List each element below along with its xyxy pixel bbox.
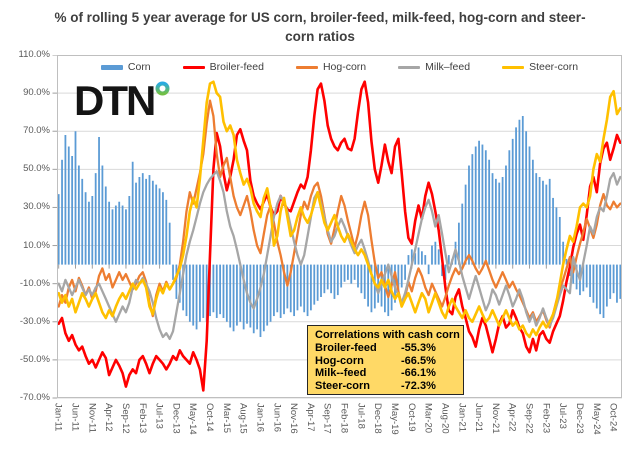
y-tick-label: 50.0% bbox=[23, 163, 50, 175]
x-tick-label: Dec-23 bbox=[573, 403, 585, 434]
legend-label: Broiler-feed bbox=[209, 61, 264, 73]
plot-area bbox=[52, 55, 622, 399]
x-tick-label: Mar-20 bbox=[422, 403, 434, 434]
x-tick-label: Jul-18 bbox=[355, 403, 367, 429]
correlation-row: Milk--feed -66.1% bbox=[315, 367, 456, 380]
chart-title: % of rolling 5 year average for US corn,… bbox=[54, 10, 586, 44]
x-tick-label: Nov-16 bbox=[288, 403, 300, 434]
x-tick-label: Sep-22 bbox=[523, 403, 535, 434]
legend-label: Milk–feed bbox=[425, 61, 471, 73]
dtn-ring-icon bbox=[155, 81, 170, 96]
milk-feed-line bbox=[57, 170, 622, 341]
line-swatch-icon bbox=[398, 65, 421, 69]
legend-item-steer-corn: Steer-corn bbox=[502, 61, 578, 73]
x-tick-label: Aug-15 bbox=[237, 403, 249, 434]
x-tick-label: May-14 bbox=[187, 403, 199, 435]
x-tick-label: Dec-18 bbox=[372, 403, 384, 434]
plot-border bbox=[57, 55, 622, 398]
dtn-logo: DTN bbox=[74, 80, 170, 122]
correlation-label: Milk--feed bbox=[315, 367, 367, 380]
x-tick-label: Jan-11 bbox=[52, 403, 64, 432]
legend-label: Steer-corn bbox=[529, 61, 579, 73]
y-tick-label: 10.0% bbox=[23, 239, 50, 251]
x-tick-label: Aug-20 bbox=[439, 403, 451, 434]
correlation-value: -55.3% bbox=[401, 341, 436, 354]
x-tick-label: Nov-21 bbox=[489, 403, 501, 434]
bar-swatch-icon bbox=[100, 64, 123, 70]
correlation-row: Broiler-feed -55.3% bbox=[315, 342, 456, 355]
x-tick-label: Jun-11 bbox=[69, 403, 81, 432]
legend-item-milk-feed: Milk–feed bbox=[398, 61, 470, 73]
line-swatch-icon bbox=[182, 65, 205, 69]
y-tick-label: 110.0% bbox=[18, 49, 50, 60]
y-tick-label: 30.0% bbox=[23, 201, 50, 213]
correlation-value: -66.1% bbox=[401, 367, 436, 380]
x-tick-label: Jul-23 bbox=[557, 403, 569, 429]
x-tick-label: Nov-11 bbox=[86, 403, 98, 433]
correlation-value: -66.5% bbox=[401, 354, 436, 367]
y-tick-label: 90.0% bbox=[23, 87, 50, 99]
x-tick-label: Jun-21 bbox=[473, 403, 485, 433]
x-tick-label: Apr-17 bbox=[304, 403, 316, 432]
x-tick-label: Sep-17 bbox=[321, 403, 333, 434]
x-tick-label: Oct-24 bbox=[607, 403, 619, 432]
correlation-value: -72.3% bbox=[401, 380, 436, 393]
line-swatch-icon bbox=[295, 65, 318, 69]
x-tick-label: Jun-16 bbox=[271, 403, 283, 433]
x-tick-label: Sep-12 bbox=[119, 403, 131, 434]
legend-item-hog-corn: Hog-corn bbox=[295, 61, 367, 73]
correlation-label: Steer-corn bbox=[315, 380, 371, 393]
correlation-box: Correlations with cash corn Broiler-feed… bbox=[307, 325, 464, 395]
y-tick-label: -30.0% bbox=[19, 315, 50, 327]
line-swatch-icon bbox=[502, 65, 525, 69]
legend-item-corn: Corn bbox=[100, 61, 151, 73]
y-axis: 110.0% 90.0% 70.0% 50.0% 30.0% 10.0% -10.0% -30… bbox=[0, 0, 52, 460]
steer-corn-line bbox=[57, 80, 622, 339]
x-tick-label: Jan-16 bbox=[254, 403, 266, 433]
y-tick-label: -50.0% bbox=[19, 353, 50, 365]
correlation-label: Broiler-feed bbox=[315, 341, 377, 354]
correlation-row: Hog-corn -66.5% bbox=[315, 355, 456, 368]
x-tick-label: Apr-12 bbox=[103, 403, 115, 432]
correlation-box-title: Correlations with cash corn bbox=[315, 329, 460, 341]
legend-label: Corn bbox=[127, 61, 151, 73]
legend: Corn Broiler-feed Hog-corn Milk–feed Steer-c… bbox=[57, 61, 622, 73]
x-tick-label: Jan-21 bbox=[456, 403, 468, 433]
broiler-feed-line bbox=[57, 80, 622, 392]
x-tick-label: May-24 bbox=[590, 403, 602, 435]
x-tick-label: Mar-15 bbox=[220, 403, 232, 434]
x-tick-label: Apr-22 bbox=[506, 403, 518, 432]
dtn-logo-text: DTN bbox=[74, 77, 156, 124]
x-tick-label: May-19 bbox=[388, 403, 400, 435]
legend-item-broiler-feed: Broiler-feed bbox=[182, 61, 264, 73]
correlation-row: Steer-corn -72.3% bbox=[315, 380, 456, 393]
legend-label: Hog-corn bbox=[322, 61, 367, 73]
y-tick-label: -10.0% bbox=[19, 277, 50, 289]
y-tick-label: -70.0% bbox=[19, 392, 50, 403]
x-tick-label: Jul-13 bbox=[153, 403, 165, 429]
x-tick-label: Feb-13 bbox=[136, 403, 148, 434]
x-tick-label: Feb-18 bbox=[338, 403, 350, 434]
correlation-label: Hog-corn bbox=[315, 354, 364, 367]
x-tick-label: Dec-13 bbox=[170, 403, 182, 434]
x-tick-label: Oct-14 bbox=[204, 403, 216, 432]
y-tick-label: 70.0% bbox=[23, 125, 50, 137]
x-tick-label: Oct-19 bbox=[405, 403, 417, 432]
x-tick-label: Feb-23 bbox=[540, 403, 552, 434]
